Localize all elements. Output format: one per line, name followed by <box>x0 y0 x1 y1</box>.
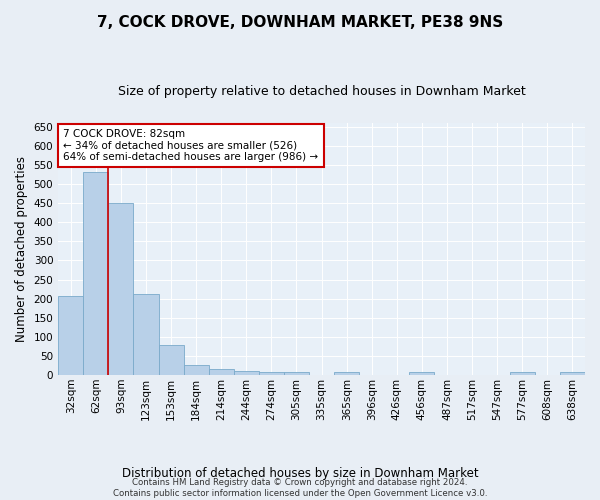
Bar <box>184 365 209 375</box>
Text: Contains HM Land Registry data © Crown copyright and database right 2024.
Contai: Contains HM Land Registry data © Crown c… <box>113 478 487 498</box>
Bar <box>133 294 158 375</box>
Bar <box>284 372 309 375</box>
Bar <box>109 203 133 375</box>
Bar <box>234 370 259 375</box>
Bar <box>259 372 284 375</box>
Bar <box>83 172 109 375</box>
Bar <box>209 370 234 375</box>
Text: 7 COCK DROVE: 82sqm
← 34% of detached houses are smaller (526)
64% of semi-detac: 7 COCK DROVE: 82sqm ← 34% of detached ho… <box>64 129 319 162</box>
Bar <box>334 372 359 375</box>
Bar <box>58 296 83 375</box>
Title: Size of property relative to detached houses in Downham Market: Size of property relative to detached ho… <box>118 85 526 98</box>
Text: 7, COCK DROVE, DOWNHAM MARKET, PE38 9NS: 7, COCK DROVE, DOWNHAM MARKET, PE38 9NS <box>97 15 503 30</box>
Bar <box>409 372 434 375</box>
Bar <box>158 346 184 375</box>
Y-axis label: Number of detached properties: Number of detached properties <box>15 156 28 342</box>
Bar <box>510 372 535 375</box>
Text: Distribution of detached houses by size in Downham Market: Distribution of detached houses by size … <box>122 468 478 480</box>
Bar <box>560 372 585 375</box>
